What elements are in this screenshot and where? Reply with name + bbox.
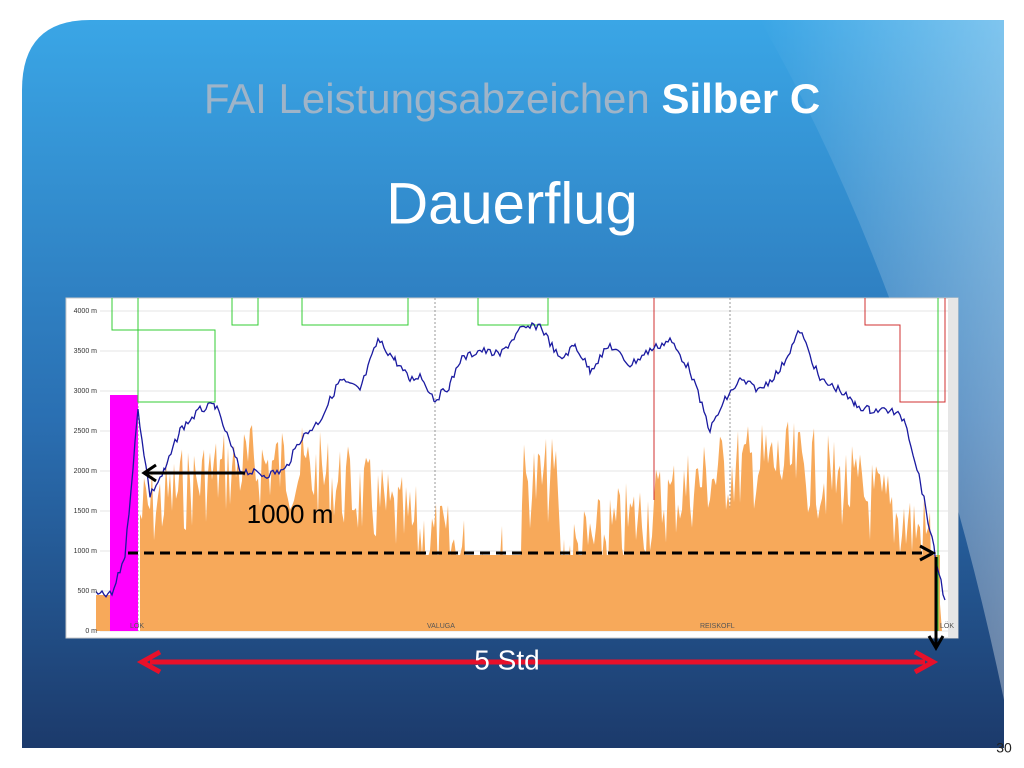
background-sheen xyxy=(760,20,1004,700)
task-line xyxy=(301,298,409,326)
y-tick-label: 3000 m xyxy=(74,388,98,395)
waypoint-label: LÖK xyxy=(940,622,954,630)
y-axis: 4000 m 3500 m 3000 m 2500 m 2000 m 1500 m 1000… xyxy=(74,308,98,635)
task-line xyxy=(864,298,946,403)
arrowhead xyxy=(136,649,162,675)
chart-scrollbar xyxy=(948,298,958,638)
y-tick-label: 500 m xyxy=(78,588,98,595)
subtitle: Dauerflug xyxy=(386,171,637,236)
altitude-trace xyxy=(95,322,946,601)
arrowhead xyxy=(919,544,937,562)
duration-annotation: 5 Std xyxy=(474,644,539,675)
y-tick-label: 0 m xyxy=(85,628,97,635)
title: FAI Leistungsabzeichen Silber C xyxy=(204,75,820,122)
title-part: FAI Leistungsabzeichen xyxy=(204,75,650,122)
task-line xyxy=(477,298,549,326)
waypoint-label: VALUGA xyxy=(427,623,455,630)
y-tick-label: 1500 m xyxy=(74,508,98,515)
arrowhead xyxy=(927,635,945,651)
climb-area xyxy=(96,421,945,631)
climb-area-start xyxy=(96,595,110,631)
waypoints: LÖK VALUGA REISKOFL LÖK xyxy=(130,622,954,630)
page-number: 30 xyxy=(996,740,1012,756)
arrowhead xyxy=(141,463,157,483)
task-line xyxy=(231,298,259,326)
y-tick-label: 3500 m xyxy=(74,348,98,355)
waypoint-label: REISKOFL xyxy=(700,623,735,630)
arrowhead xyxy=(913,649,939,675)
y-tick-label: 1000 m xyxy=(74,548,98,555)
title-part: Silber C xyxy=(661,75,820,122)
y-tick-label: 4000 m xyxy=(74,308,98,315)
y-tick-label: 2500 m xyxy=(74,428,98,435)
task-line xyxy=(111,298,216,403)
tow-segment xyxy=(110,395,138,631)
climb-area-base xyxy=(140,555,940,631)
height-annotation: 1000 m xyxy=(247,499,334,529)
y-tick-label: 2000 m xyxy=(74,468,98,475)
waypoint-label: LÖK xyxy=(130,622,144,630)
flight-chart: 4000 m 3500 m 3000 m 2500 m 2000 m 1500 m 1000… xyxy=(65,297,959,639)
